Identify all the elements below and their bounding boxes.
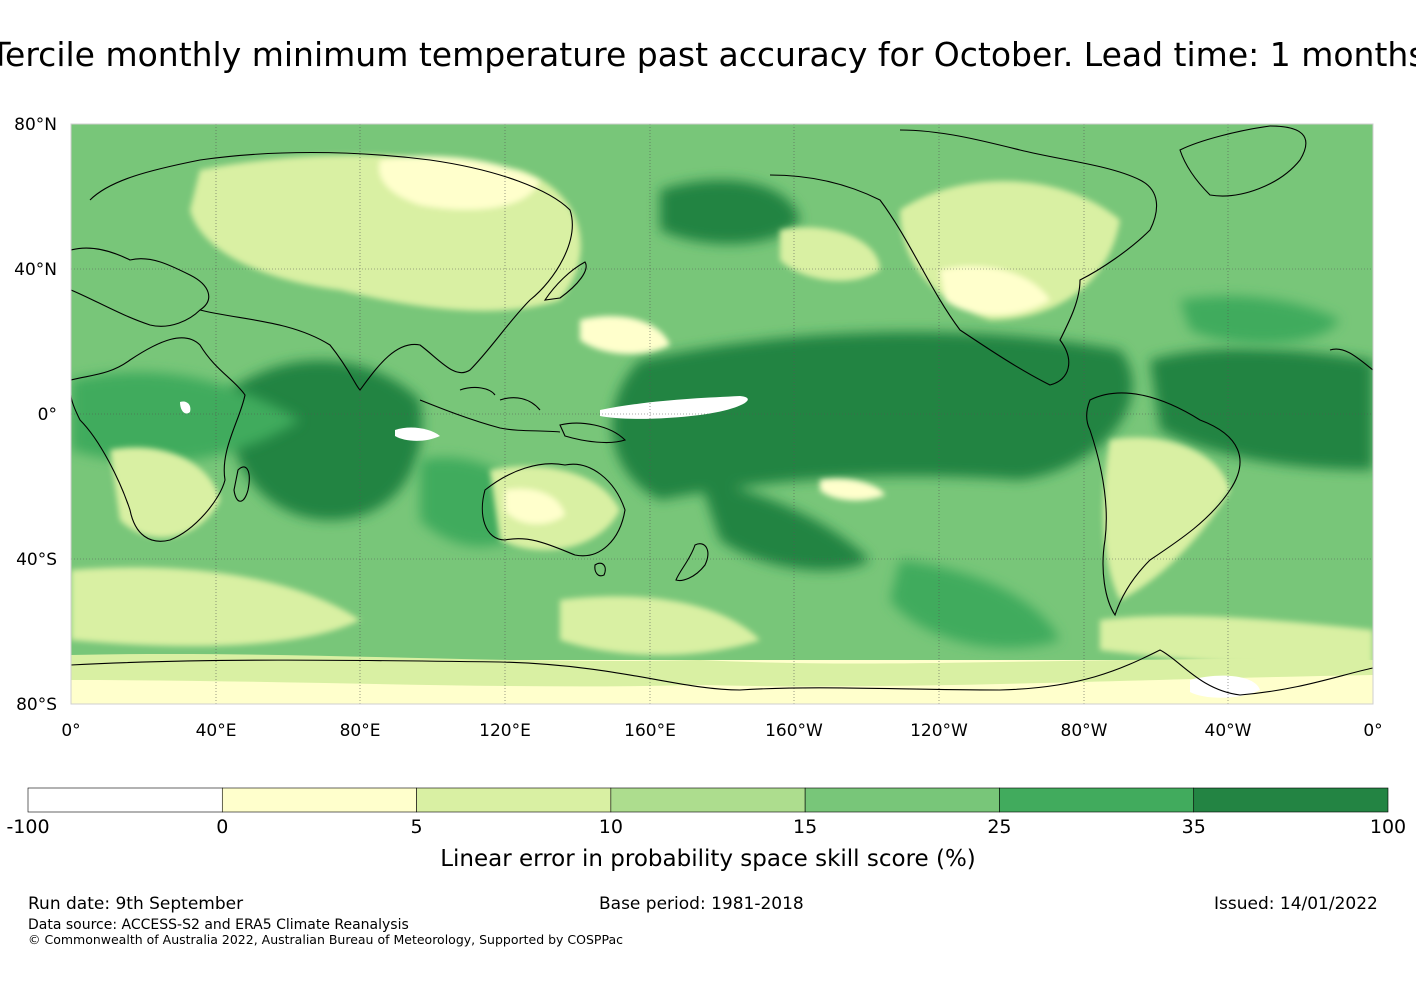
lon-label: 0° — [61, 721, 80, 741]
coast-africa — [71, 337, 246, 542]
issued-date: Issued: 14/01/2022 — [1214, 894, 1378, 914]
run-date: Run date: 9th September — [28, 894, 244, 914]
coast-europe — [71, 247, 210, 327]
chart-title: Tercile monthly minimum temperature past… — [0, 35, 1416, 74]
lat-label: 80°N — [14, 115, 57, 135]
lon-label: 120°W — [910, 721, 968, 741]
field-cream-spac — [820, 478, 885, 501]
coast-asia — [89, 151, 573, 391]
copyright: © Commonwealth of Australia 2022, Austra… — [28, 932, 623, 947]
field-cream-australia — [505, 488, 565, 525]
colorbar-bin — [1193, 787, 1389, 813]
colorbar-tick-label: 10 — [598, 816, 623, 838]
colorbar-tick-label: 15 — [793, 816, 818, 838]
lon-label: 40°W — [1205, 721, 1252, 741]
coast-westafrica-east — [1329, 348, 1373, 371]
colorbar-bin — [804, 787, 1000, 813]
field-pale-southern2 — [560, 596, 760, 655]
skill-score-field — [71, 124, 1373, 704]
colorbar-bin — [999, 787, 1195, 813]
colorbar-title: Linear error in probability space skill … — [440, 846, 976, 872]
graticule — [71, 124, 1373, 704]
field-pale-antarctica — [71, 653, 1373, 687]
coast-southamerica — [1086, 392, 1241, 617]
field-mid-south — [890, 560, 1060, 648]
field-deep-indian — [228, 360, 422, 520]
field-pale-samerica — [1103, 437, 1230, 600]
colorbar-tick-label: 100 — [1369, 816, 1407, 838]
lon-label: 160°E — [624, 721, 676, 741]
colorbar-tick-label: 25 — [987, 816, 1012, 838]
coast-greenland — [1179, 125, 1307, 197]
field-cream-siberia — [379, 156, 540, 210]
lon-label: 40°E — [196, 721, 237, 741]
coast-indonesia — [419, 386, 561, 433]
coast-japan — [543, 261, 587, 301]
lon-label: 80°E — [340, 721, 381, 741]
field-pale-africa — [110, 447, 220, 538]
field-white-patches — [180, 396, 1260, 698]
field-cream-npac — [580, 316, 670, 355]
colorbar-bin — [416, 787, 612, 813]
field-deep-spac — [700, 480, 870, 571]
field-pale-southern — [71, 567, 360, 646]
coast-madagascar — [233, 466, 250, 502]
field-deep-pacific — [612, 331, 1133, 500]
colorbar — [27, 787, 1389, 813]
coast-antarctica — [71, 649, 1373, 696]
base-period: Base period: 1981-2018 — [599, 894, 804, 914]
colorbar-bin — [610, 787, 806, 813]
coast-newguinea — [559, 422, 627, 444]
lon-labels: 0° 40°E 80°E 120°E 160°E 160°W 120°W 80°W 40°W 0° — [61, 721, 1382, 741]
map-frame — [70, 123, 1374, 705]
lat-label: 0° — [38, 405, 57, 425]
lat-label: 40°N — [14, 260, 57, 280]
field-pale-southern3 — [1100, 615, 1373, 670]
coastlines — [71, 125, 1373, 696]
colorbar-bin — [27, 787, 223, 813]
field-mid-band — [71, 372, 300, 463]
coast-northamerica — [769, 129, 1158, 386]
field-cream-namerica — [940, 266, 1050, 315]
colorbar-bin — [221, 787, 417, 813]
lon-label: 160°W — [765, 721, 823, 741]
coast-australia — [481, 463, 626, 557]
field-deep-atlantic — [1150, 348, 1373, 470]
colorbar-tick-label: 0 — [216, 816, 229, 838]
field-mid-natl — [1180, 296, 1340, 344]
colorbar-tick-label: -100 — [6, 816, 50, 838]
colorbar-tick-label: 5 — [410, 816, 423, 838]
colorbar-tick-label: 35 — [1181, 816, 1206, 838]
lat-label: 40°S — [16, 550, 57, 570]
data-source: Data source: ACCESS-S2 and ERA5 Climate … — [28, 917, 409, 933]
field-deep-npac — [660, 180, 800, 244]
lon-label: 80°W — [1061, 721, 1108, 741]
coast-tasmania — [594, 562, 606, 577]
field-pale-npac — [780, 227, 880, 281]
coast-newzealand — [675, 543, 709, 582]
lat-labels: 80°N 40°N 0° 40°S 80°S — [14, 115, 57, 715]
lon-label: 0° — [1363, 721, 1382, 741]
lat-label: 80°S — [16, 695, 57, 715]
lon-label: 120°E — [479, 721, 531, 741]
